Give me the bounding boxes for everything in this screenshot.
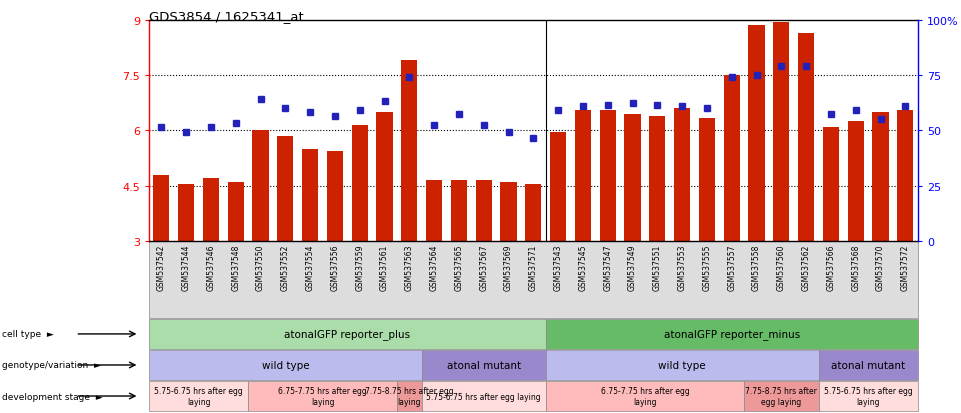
Text: 5.75-6.75 hrs after egg
laying: 5.75-6.75 hrs after egg laying	[154, 387, 243, 406]
Bar	[600, 111, 616, 242]
Bar	[848, 122, 864, 242]
Bar	[228, 183, 244, 242]
Bar	[625, 114, 641, 242]
Bar	[873, 113, 889, 242]
Bar	[426, 181, 442, 242]
Bar	[302, 150, 318, 242]
Bar	[154, 176, 169, 242]
Text: GDS3854 / 1625341_at: GDS3854 / 1625341_at	[149, 10, 304, 23]
Text: 5.75-6.75 hrs after egg
laying: 5.75-6.75 hrs after egg laying	[824, 387, 913, 406]
Bar	[377, 113, 393, 242]
Text: atonalGFP reporter_minus: atonalGFP reporter_minus	[664, 329, 800, 339]
Text: atonal mutant: atonal mutant	[831, 360, 905, 370]
Bar	[402, 61, 417, 242]
Bar	[898, 111, 913, 242]
Text: 6.75-7.75 hrs after egg
laying: 6.75-7.75 hrs after egg laying	[278, 387, 367, 406]
Bar	[327, 152, 343, 242]
Text: atonalGFP reporter_plus: atonalGFP reporter_plus	[284, 329, 410, 339]
Bar	[699, 118, 715, 242]
Text: cell type  ►: cell type ►	[2, 330, 54, 339]
Bar	[526, 185, 541, 242]
Bar	[253, 131, 269, 242]
Bar	[550, 133, 566, 242]
Text: 5.75-6.75 hrs after egg laying: 5.75-6.75 hrs after egg laying	[427, 392, 541, 401]
Bar	[203, 179, 219, 242]
Bar	[278, 137, 293, 242]
Text: atonal mutant: atonal mutant	[447, 360, 521, 370]
Text: 6.75-7.75 hrs after egg
laying: 6.75-7.75 hrs after egg laying	[601, 387, 689, 406]
Bar	[178, 185, 194, 242]
Bar	[798, 33, 814, 242]
Bar	[451, 181, 467, 242]
Bar	[724, 76, 740, 242]
Bar	[823, 128, 839, 242]
Text: genotype/variation  ►: genotype/variation ►	[2, 361, 101, 370]
Bar	[476, 181, 492, 242]
Text: 7.75-8.75 hrs after egg
laying: 7.75-8.75 hrs after egg laying	[365, 387, 454, 406]
Bar	[575, 111, 591, 242]
Bar	[749, 26, 765, 242]
Text: wild type: wild type	[261, 360, 309, 370]
Text: 7.75-8.75 hrs after
egg laying: 7.75-8.75 hrs after egg laying	[746, 387, 817, 406]
Bar	[774, 22, 789, 242]
Bar	[650, 116, 665, 242]
Text: development stage  ►: development stage ►	[2, 392, 103, 401]
Text: wild type: wild type	[658, 360, 706, 370]
Bar	[674, 109, 690, 242]
Bar	[501, 183, 517, 242]
Bar	[352, 126, 368, 242]
